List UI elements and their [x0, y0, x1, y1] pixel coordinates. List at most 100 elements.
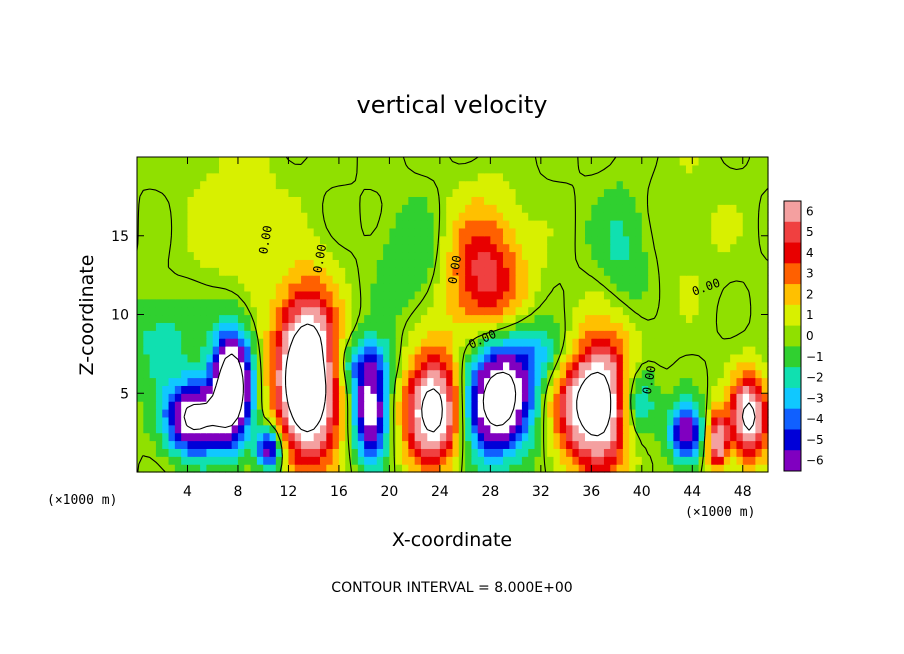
field-cell: [383, 259, 390, 268]
field-cell: [420, 401, 428, 410]
field-cell: [578, 196, 586, 205]
field-cell: [629, 290, 637, 300]
field-cell: [383, 409, 390, 418]
field-cell: [629, 196, 637, 205]
field-cell: [351, 196, 359, 205]
field-cell: [256, 416, 264, 426]
field-cell: [540, 267, 548, 276]
field-cell: [761, 440, 769, 449]
field-cell: [307, 290, 315, 300]
colorbar-label: −1: [806, 350, 824, 364]
field-cell: [263, 432, 271, 442]
field-cell: [660, 196, 668, 205]
field-cell: [679, 369, 687, 379]
field-cell: [502, 346, 510, 355]
field-cell: [477, 322, 485, 331]
field-cell: [673, 275, 681, 284]
field-cell: [559, 464, 567, 473]
field-cell: [275, 212, 283, 221]
field-cell: [275, 157, 283, 166]
field-cell: [383, 220, 390, 229]
field-cell: [338, 369, 346, 379]
field-cell: [162, 259, 170, 268]
field-cell: [521, 456, 529, 465]
field-cell: [149, 369, 157, 379]
field-cell: [282, 212, 290, 221]
field-cell: [137, 290, 144, 300]
field-cell: [200, 298, 208, 308]
field-cell: [692, 401, 700, 410]
field-cell: [496, 456, 504, 465]
field-cell: [566, 464, 573, 473]
field-cell: [679, 377, 687, 386]
field-cell: [263, 164, 271, 174]
field-cell: [654, 204, 662, 213]
field-cell: [496, 251, 504, 260]
field-cell: [408, 377, 416, 386]
field-cell: [301, 322, 308, 331]
field-cell: [231, 448, 239, 457]
field-cell: [572, 456, 580, 465]
field-cell: [591, 227, 599, 237]
field-cell: [749, 306, 756, 316]
field-cell: [332, 212, 340, 221]
field-cell: [635, 212, 643, 221]
field-cell: [616, 306, 624, 316]
field-cell: [256, 180, 264, 190]
field-cell: [225, 448, 233, 457]
field-cell: [162, 401, 170, 410]
field-cell: [616, 259, 624, 268]
field-cell: [547, 172, 555, 182]
field-cell: [566, 409, 573, 418]
field-cell: [395, 220, 403, 229]
field-cell: [319, 235, 327, 245]
field-cell: [187, 440, 195, 449]
field-cell: [357, 180, 365, 190]
field-cell: [155, 456, 163, 465]
field-cell: [521, 353, 529, 363]
field-cell: [288, 330, 296, 339]
field-cell: [275, 369, 283, 379]
field-cell: [402, 432, 409, 442]
field-cell: [484, 346, 491, 355]
field-cell: [471, 416, 479, 426]
field-cell: [673, 172, 681, 182]
field-cell: [187, 267, 195, 276]
field-cell: [490, 227, 498, 237]
field-cell: [578, 377, 586, 386]
field-cell: [572, 330, 580, 339]
field-cell: [269, 361, 277, 371]
field-cell: [484, 220, 491, 229]
field-cell: [679, 306, 687, 316]
field-cell: [610, 424, 618, 434]
field-cell: [275, 235, 283, 245]
field-cell: [585, 314, 592, 323]
field-cell: [704, 361, 712, 371]
field-cell: [345, 283, 353, 292]
field-cell: [635, 298, 643, 308]
field-cell: [749, 172, 756, 182]
field-cell: [181, 251, 189, 260]
field-cell: [458, 157, 466, 166]
field-cell: [357, 196, 365, 205]
field-cell: [149, 212, 157, 221]
field-cell: [332, 314, 340, 323]
field-cell: [679, 409, 687, 418]
field-cell: [572, 227, 580, 237]
contour-label: 0.00: [310, 243, 329, 274]
field-cell: [465, 346, 473, 355]
field-cell: [528, 353, 536, 363]
field-cell: [395, 369, 403, 379]
field-cell: [667, 401, 674, 410]
field-cell: [755, 267, 763, 276]
field-cell: [490, 369, 498, 379]
field-cell: [711, 196, 719, 205]
field-cell: [162, 440, 170, 449]
field-cell: [446, 172, 454, 182]
field-cell: [723, 180, 731, 190]
field-cell: [761, 322, 769, 331]
x-tick-label: 28: [481, 484, 499, 500]
field-cell: [755, 416, 763, 426]
field-cell: [698, 290, 706, 300]
